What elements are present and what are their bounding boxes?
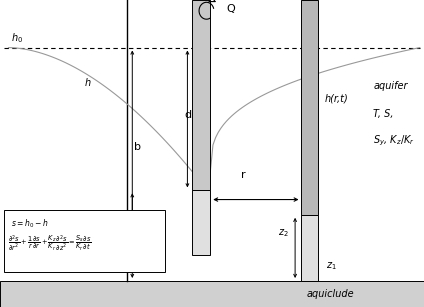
Bar [192, 0, 210, 190]
Bar [301, 215, 318, 281]
Text: T, S,: T, S, [373, 109, 393, 119]
Text: $z_2$: $z_2$ [278, 228, 288, 239]
Text: $h_0$: $h_0$ [11, 31, 22, 45]
Text: d: d [184, 110, 192, 120]
Text: h(r,t): h(r,t) [324, 93, 348, 103]
Bar [301, 0, 318, 215]
Text: l: l [134, 219, 137, 229]
Bar [0, 281, 424, 307]
Text: $z_1$: $z_1$ [326, 260, 337, 272]
Text: Q: Q [227, 4, 236, 14]
Text: $S_y$, $K_z/K_r$: $S_y$, $K_z/K_r$ [373, 134, 415, 148]
Text: aquifer: aquifer [373, 81, 407, 91]
Bar [4, 210, 165, 272]
Text: aquiclude: aquiclude [307, 289, 354, 299]
Text: r: r [242, 169, 246, 180]
Text: $s = h_0 - h$: $s = h_0 - h$ [11, 218, 48, 231]
Text: b: b [134, 142, 141, 152]
Bar [192, 190, 210, 255]
Text: $\dfrac{\partial^2 s}{\partial r^2}+\dfrac{1}{r}\dfrac{\partial s}{\partial r}+\: $\dfrac{\partial^2 s}{\partial r^2}+\dfr… [8, 233, 91, 253]
Text: h: h [85, 78, 91, 88]
